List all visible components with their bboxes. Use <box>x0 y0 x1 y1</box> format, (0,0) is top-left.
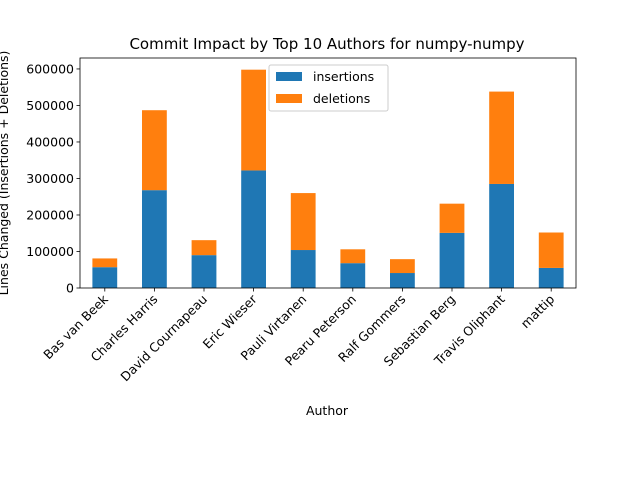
y-axis-label: Lines Changed (Insertions + Deletions) <box>0 51 11 296</box>
bar-insertions-9 <box>538 267 564 288</box>
plot-area: 0100000200000300000400000500000600000Bas… <box>26 57 577 385</box>
y-tick-label: 400000 <box>26 134 74 149</box>
y-tick-label: 500000 <box>26 98 74 113</box>
x-axis-label: Author <box>306 403 349 418</box>
legend-label-insertions: insertions <box>313 69 374 84</box>
bar-insertions-3 <box>241 170 266 288</box>
bar-insertions-2 <box>191 255 217 288</box>
y-tick-label: 300000 <box>26 171 74 186</box>
y-tick-label: 100000 <box>26 244 74 259</box>
bar-insertions-0 <box>92 267 118 288</box>
y-tick-label: 600000 <box>26 61 74 76</box>
legend: insertions deletions <box>268 64 389 112</box>
legend-swatch-insertions <box>276 72 302 81</box>
bar-deletions-9 <box>538 232 564 268</box>
bar-insertions-5 <box>340 263 366 288</box>
bar-deletions-3 <box>241 69 266 171</box>
bar-deletions-4 <box>290 193 316 251</box>
bar-insertions-8 <box>489 183 514 288</box>
bar-deletions-1 <box>142 110 167 191</box>
bar-deletions-0 <box>92 258 118 268</box>
bar-deletions-7 <box>439 203 465 233</box>
y-tick-label: 0 <box>66 281 74 296</box>
bar-deletions-6 <box>390 259 415 274</box>
bar-deletions-2 <box>191 240 217 256</box>
bar-insertions-1 <box>142 190 167 288</box>
x-tick-label: mattip <box>518 291 558 331</box>
bar-insertions-7 <box>439 232 465 288</box>
bar-deletions-5 <box>340 249 366 264</box>
chart-title: Commit Impact by Top 10 Authors for nump… <box>129 35 524 53</box>
y-tick-label: 200000 <box>26 207 74 222</box>
legend-label-deletions: deletions <box>313 91 370 106</box>
legend-swatch-deletions <box>276 94 302 103</box>
x-tick-label: David Cournapeau <box>117 292 210 385</box>
plot-frame <box>79 57 577 289</box>
bar-insertions-6 <box>390 273 415 288</box>
bar-deletions-8 <box>489 91 514 184</box>
bar-insertions-4 <box>290 250 316 288</box>
